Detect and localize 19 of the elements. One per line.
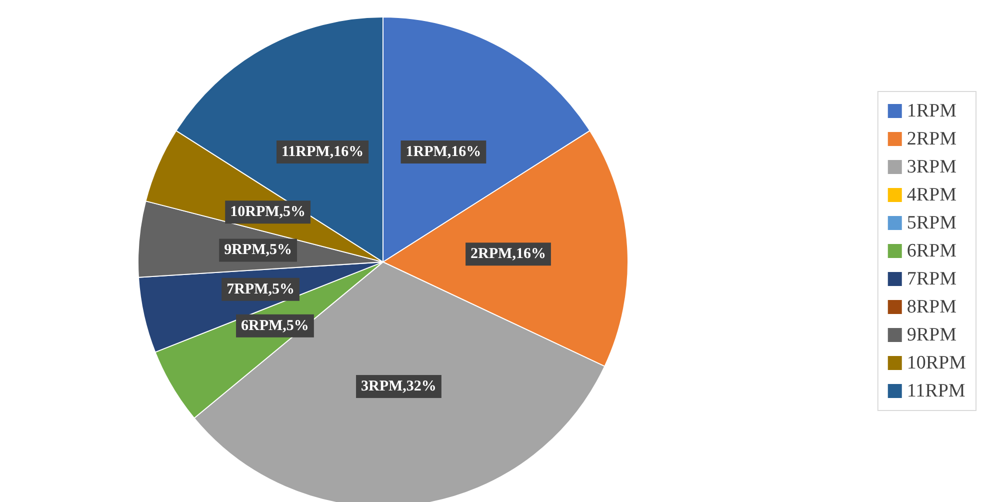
legend-label: 4RPM (906, 184, 957, 206)
data-label: 2RPM,16% (470, 246, 546, 262)
legend-label: 6RPM (906, 240, 957, 262)
data-label: 9RPM,5% (224, 242, 292, 258)
data-label: 6RPM,5% (241, 318, 309, 334)
legend-label: 7RPM (906, 268, 957, 290)
data-label: 7RPM,5% (226, 281, 294, 298)
data-label: 1RPM,16% (406, 144, 482, 160)
legend-label: 3RPM (906, 156, 957, 178)
legend-label: 10RPM (906, 352, 966, 374)
data-label: 11RPM,16% (282, 144, 364, 160)
legend-label: 1RPM (906, 100, 957, 122)
legend-label: 8RPM (906, 296, 957, 318)
data-label: 10RPM,5% (230, 204, 306, 220)
data-label: 3RPM,32% (361, 378, 436, 395)
legend-label: 2RPM (906, 128, 957, 150)
legend-label: 9RPM (906, 324, 957, 346)
legend-label: 5RPM (906, 212, 957, 234)
legend-label: 11RPM (906, 380, 966, 402)
